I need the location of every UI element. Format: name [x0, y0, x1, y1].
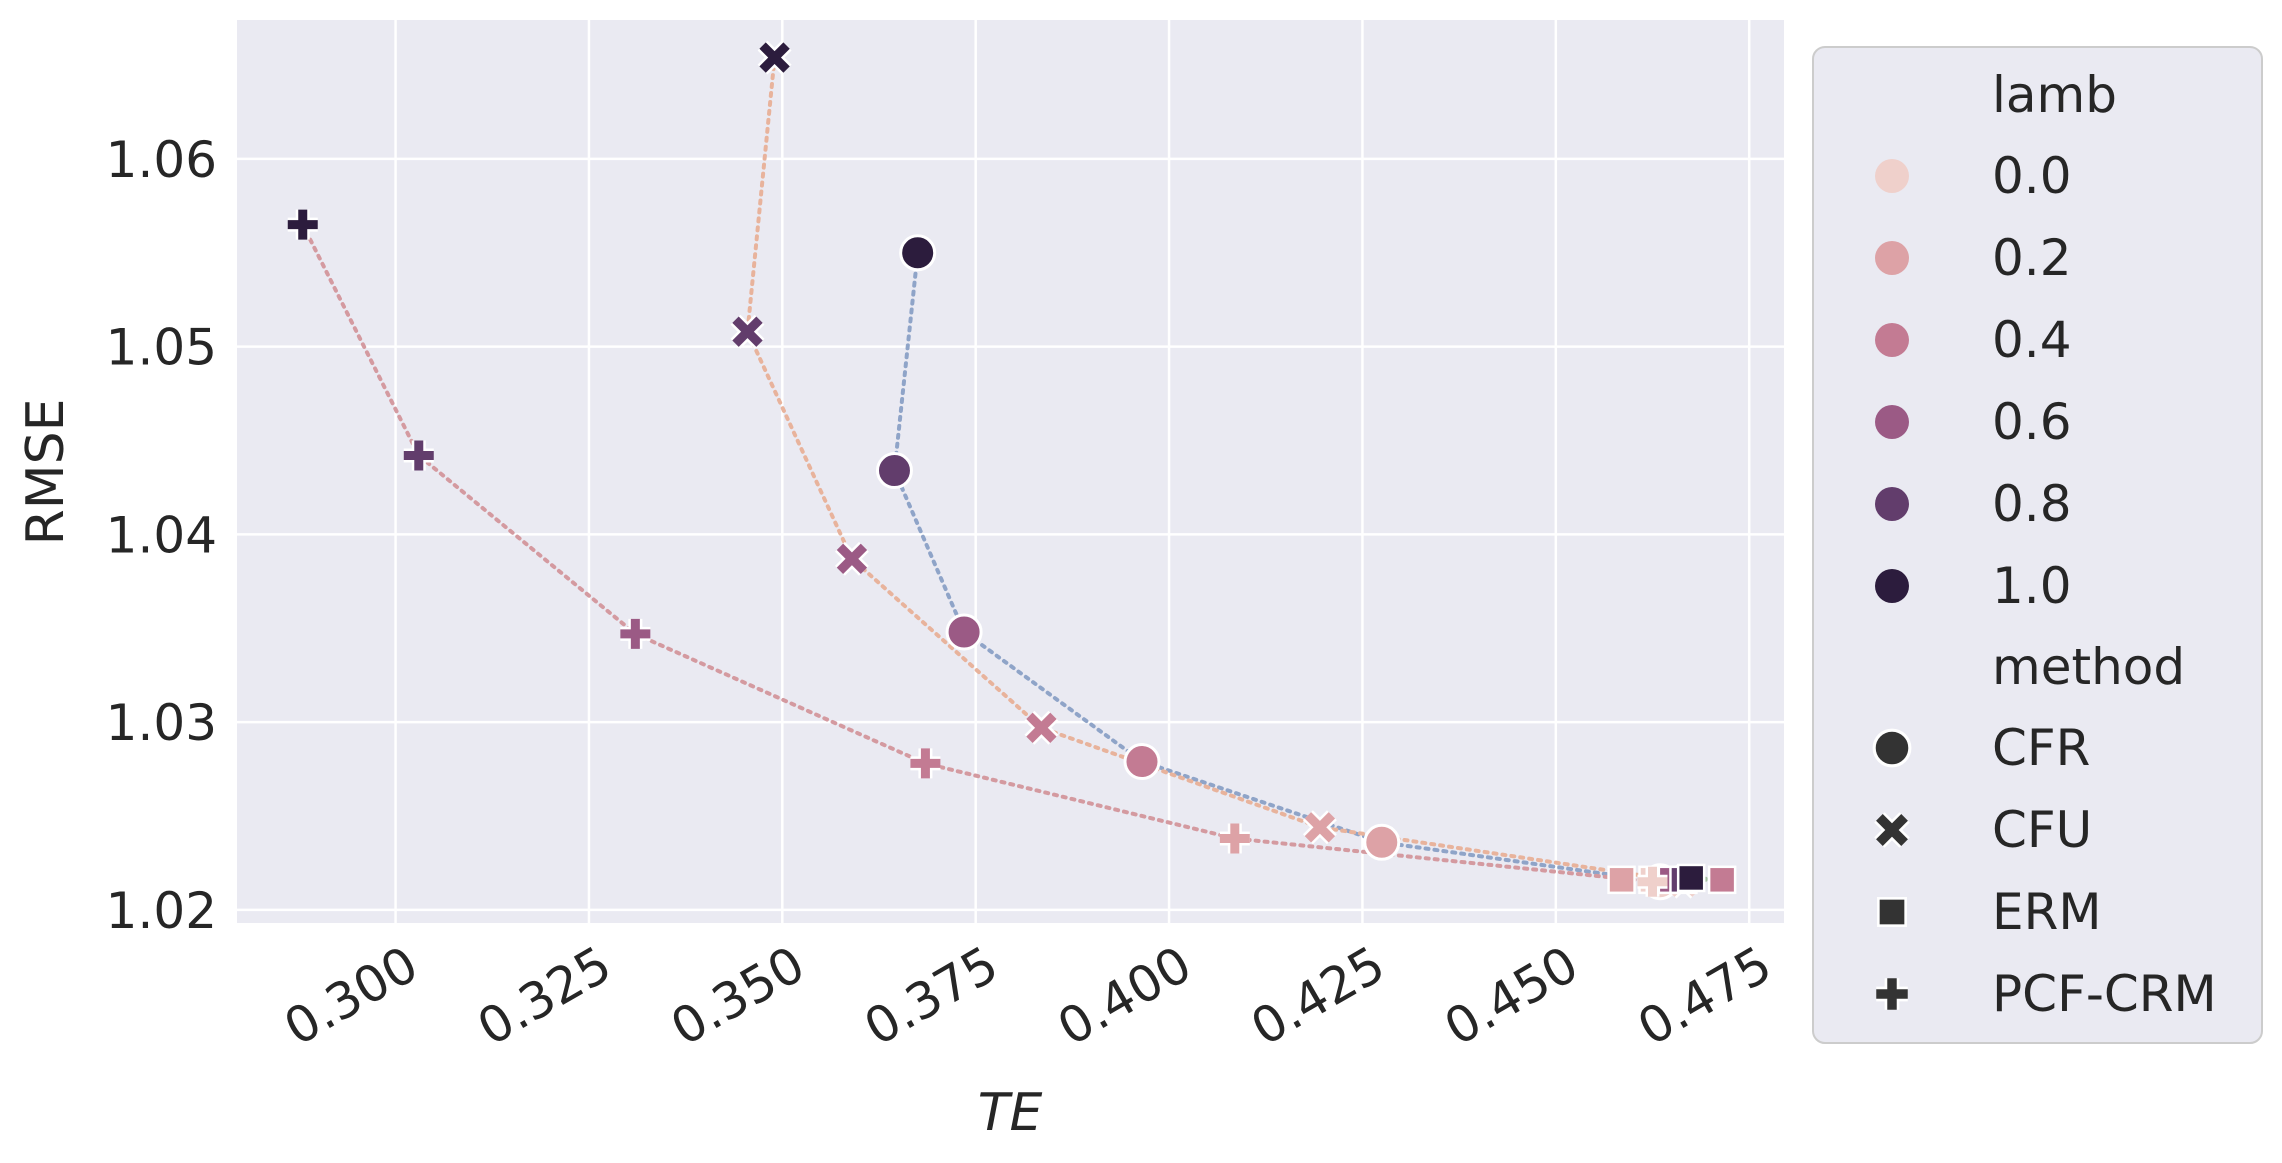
x-tick-label: 0.375: [855, 935, 1008, 1057]
legend-marker-cfr: [1872, 728, 1912, 768]
x-tick-labels: 0.300 0.325 0.350 0.375 0.400 0.425 0.450 0.475: [275, 935, 1782, 1057]
legend-marker-pcf-crm: [1876, 978, 1908, 1010]
legend-hue-label: 1.0: [1992, 557, 2072, 615]
legend-hue-swatch: [1875, 487, 1909, 521]
legend-hue-label: 0.6: [1992, 393, 2072, 451]
y-tick-label: 1.02: [106, 882, 217, 940]
legend-hue-swatch: [1875, 405, 1909, 439]
data-point-erm: [1707, 865, 1737, 895]
x-tick-label: 0.425: [1241, 935, 1394, 1057]
legend-marker-cfu: [1874, 812, 1910, 848]
y-tick-label: 1.03: [106, 694, 217, 752]
y-tick-label: 1.04: [106, 506, 217, 564]
data-point-pcf-crm: [287, 209, 318, 240]
legend-style-label: CFR: [1992, 719, 2090, 777]
legend-style-label: ERM: [1992, 883, 2101, 941]
data-point-pcf-crm: [910, 748, 941, 779]
y-axis-title: RMSE: [16, 399, 76, 546]
legend-hue-label: 0.8: [1992, 475, 2072, 533]
data-point-cfr: [899, 234, 937, 272]
x-tick-label: 0.300: [275, 935, 428, 1057]
legend-hue-label: 0.0: [1992, 147, 2072, 205]
data-point-cfu: [757, 40, 792, 75]
data-point-erm: [1607, 865, 1636, 895]
legend-style-label: CFU: [1992, 801, 2092, 859]
series-line-cfr: [892, 250, 1663, 884]
y-tick-label: 1.06: [106, 131, 217, 189]
plot-background: [237, 20, 1784, 923]
legend-hue-label: 0.2: [1992, 229, 2072, 287]
legend-marker-erm: [1877, 897, 1907, 927]
data-point-cfu: [834, 541, 869, 576]
legend-hue-label: 0.4: [1992, 311, 2072, 369]
legend-hue-swatch: [1875, 323, 1909, 357]
data-point-cfu: [1024, 710, 1059, 745]
data-point-pcf-crm: [403, 440, 434, 471]
legend-frame: [1812, 46, 2263, 1044]
data-point-cfu: [730, 314, 765, 349]
data-point-pcf-crm: [1219, 823, 1250, 854]
x-axis-title: TE: [978, 1083, 1043, 1143]
data-points: [287, 40, 1737, 901]
legend: lamb method 0.0 0.2 0.4 0.6 0.8 1.0 CFR CFU ERM P…: [1812, 46, 2263, 1044]
legend-style-title: method: [1992, 638, 2185, 696]
data-point-cfr: [945, 613, 983, 651]
data-point-erm: [1676, 863, 1706, 893]
grid: [237, 20, 1784, 923]
x-tick-label: 0.325: [468, 935, 621, 1057]
data-point-cfr: [1123, 743, 1161, 781]
data-point-cfu: [1302, 810, 1337, 845]
data-point-cfr: [1363, 823, 1401, 861]
data-point-cfr: [875, 452, 913, 490]
x-tick-label: 0.350: [661, 935, 814, 1057]
y-tick-labels: 1.02 1.03 1.04 1.05 1.06: [106, 131, 217, 940]
data-point-pcf-crm: [1637, 866, 1668, 897]
legend-style-label: PCF-CRM: [1992, 965, 2217, 1023]
data-point-pcf-crm: [620, 618, 651, 649]
legend-hue-title: lamb: [1992, 66, 2117, 124]
x-tick-label: 0.450: [1435, 935, 1588, 1057]
legend-hue-swatch: [1875, 569, 1909, 603]
legend-hue-swatch: [1875, 159, 1909, 193]
legend-hue-swatch: [1875, 241, 1909, 275]
x-tick-label: 0.475: [1628, 935, 1781, 1057]
series-line-pcf-crm: [300, 222, 1655, 884]
y-tick-label: 1.05: [106, 319, 217, 377]
x-tick-label: 0.400: [1048, 935, 1201, 1057]
